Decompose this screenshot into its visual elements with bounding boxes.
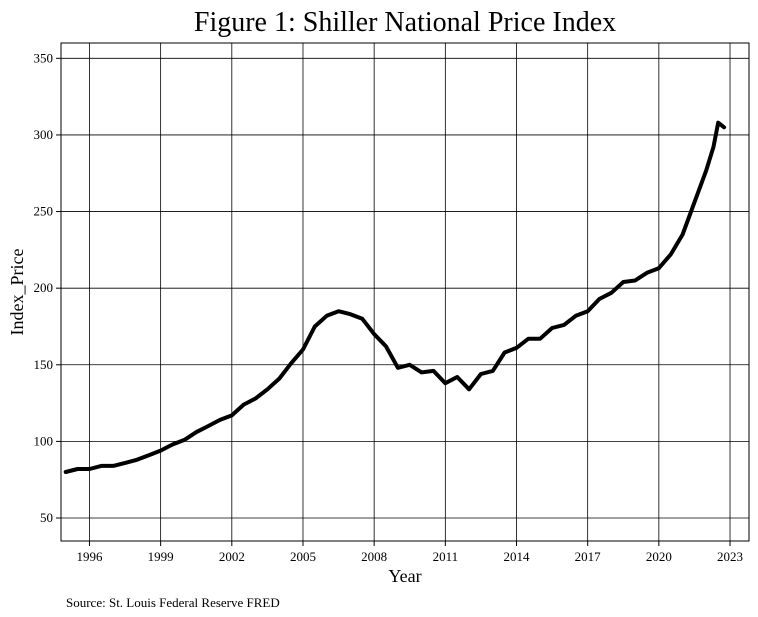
series-layer [63, 120, 727, 474]
x-tick-label: 2011 [433, 549, 459, 564]
y-tick-label: 350 [34, 50, 54, 65]
plot-frame [60, 42, 750, 542]
source-note: Source: St. Louis Federal Reserve FRED [66, 595, 280, 610]
y-tick-label: 300 [34, 127, 54, 142]
x-tick-label: 1996 [76, 549, 103, 564]
y-tick-label: 150 [34, 357, 54, 372]
x-tick-label: 2005 [290, 549, 316, 564]
x-tick-label: 2017 [575, 549, 602, 564]
y-tick-label: 250 [34, 204, 54, 219]
x-tick-label: 1999 [148, 549, 174, 564]
x-tick-label: 2023 [717, 549, 743, 564]
y-tick-label: 50 [40, 510, 53, 525]
x-axis-title: Year [388, 566, 421, 586]
price-index-line [63, 120, 727, 474]
x-tick-label: 2008 [361, 549, 387, 564]
y-tick-label: 200 [34, 280, 54, 295]
x-tick-label: 2020 [646, 549, 672, 564]
gridlines [61, 43, 749, 541]
x-tick-label: 2014 [504, 549, 531, 564]
y-tick-label: 100 [34, 433, 54, 448]
chart-title: Figure 1: Shiller National Price Index [194, 7, 616, 38]
axis-ticks [56, 57, 731, 546]
x-tick-label: 2002 [219, 549, 245, 564]
y-axis-title: Index_Price [7, 249, 27, 336]
